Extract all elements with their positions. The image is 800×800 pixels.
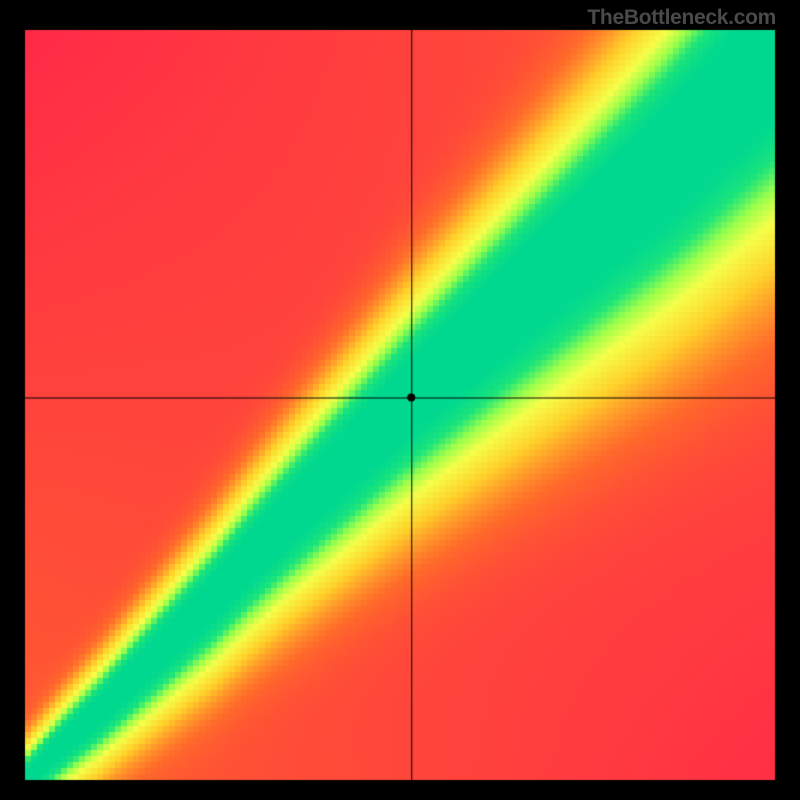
chart-container: TheBottleneck.com — [0, 0, 800, 800]
heatmap-canvas — [0, 0, 800, 800]
watermark-text: TheBottleneck.com — [587, 6, 776, 30]
